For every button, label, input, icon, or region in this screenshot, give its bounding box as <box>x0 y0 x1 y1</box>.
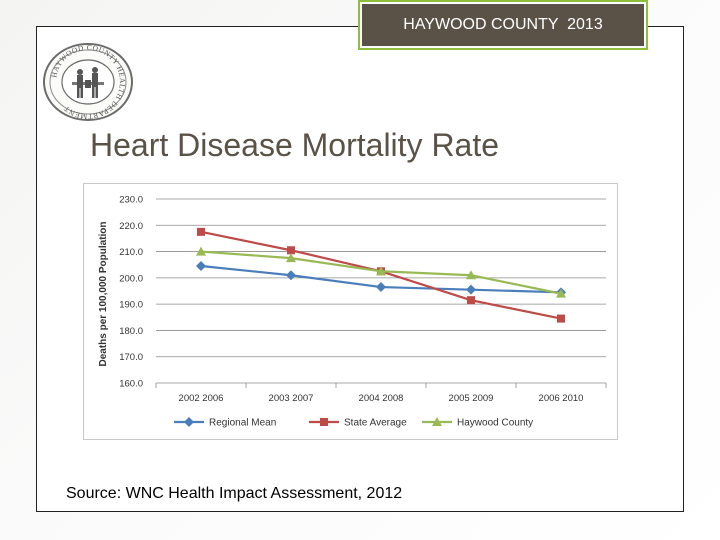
data-point <box>467 296 475 305</box>
data-point <box>466 270 476 280</box>
y-tick-label: 200.0 <box>119 273 143 284</box>
legend-swatch-marker <box>432 417 442 426</box>
legend-item: State Average <box>309 418 407 429</box>
series-lines <box>196 227 566 323</box>
y-axis-label: Deaths per 100,000 Population <box>98 221 109 366</box>
data-point <box>557 314 565 323</box>
y-axis-ticks: 160.0 170.0 180.0 190.0 200.0 210.0 220.0 230.0 <box>119 195 143 390</box>
x-tick-label: 2005 2009 <box>449 393 494 404</box>
chart-legend: Regional Mean State Average Haywood County <box>174 417 533 429</box>
seal-icon: HAYWOOD COUNTY HEALTH DEPARTMENT <box>43 43 133 121</box>
data-point <box>466 284 476 295</box>
y-tick-label: 170.0 <box>119 352 143 363</box>
data-point <box>196 261 206 272</box>
y-tick-label: 230.0 <box>119 195 143 206</box>
chart-container: 160.0 170.0 180.0 190.0 200.0 210.0 220.0 230.0… <box>83 183 618 440</box>
county-header-label: HAYWOOD COUNTY 2013 <box>362 4 644 46</box>
data-point <box>376 266 386 276</box>
data-point <box>197 227 205 236</box>
y-tick-label: 220.0 <box>119 221 143 232</box>
legend-label: Regional Mean <box>209 418 276 429</box>
x-tick-label: 2003 2007 <box>269 393 314 404</box>
data-point <box>287 246 295 255</box>
data-point <box>286 253 296 263</box>
y-tick-label: 160.0 <box>119 379 143 390</box>
legend-swatch-marker <box>320 418 328 426</box>
legend-label: Haywood County <box>457 418 533 429</box>
x-tick-label: 2006 2010 <box>539 393 584 404</box>
y-tick-label: 210.0 <box>119 247 143 258</box>
data-point <box>376 282 386 293</box>
county-header-tab: HAYWOOD COUNTY 2013 <box>358 0 648 50</box>
source-citation: Source: WNC Health Impact Assessment, 20… <box>66 485 403 502</box>
x-tick-label: 2002 2006 <box>179 393 224 404</box>
grid-lines <box>156 198 606 384</box>
health-department-seal: HAYWOOD COUNTY HEALTH DEPARTMENT <box>42 42 134 122</box>
mortality-line-chart: 160.0 170.0 180.0 190.0 200.0 210.0 220.0 230.0… <box>98 195 607 429</box>
x-axis-ticks: 2002 2006 2003 2007 2004 2008 2005 2009 2006… <box>155 383 607 404</box>
legend-swatch-marker <box>184 417 194 427</box>
data-point <box>556 288 566 298</box>
slide-title: Heart Disease Mortality Rate <box>90 127 500 163</box>
y-tick-label: 180.0 <box>119 326 143 337</box>
legend-label: State Average <box>344 418 407 429</box>
series-haywood-county <box>196 246 566 298</box>
y-tick-label: 190.0 <box>119 300 143 311</box>
legend-item: Regional Mean <box>174 417 276 429</box>
x-tick-label: 2004 2008 <box>359 393 404 404</box>
data-point <box>196 246 206 256</box>
data-point <box>286 270 296 281</box>
legend-item: Haywood County <box>422 417 533 429</box>
